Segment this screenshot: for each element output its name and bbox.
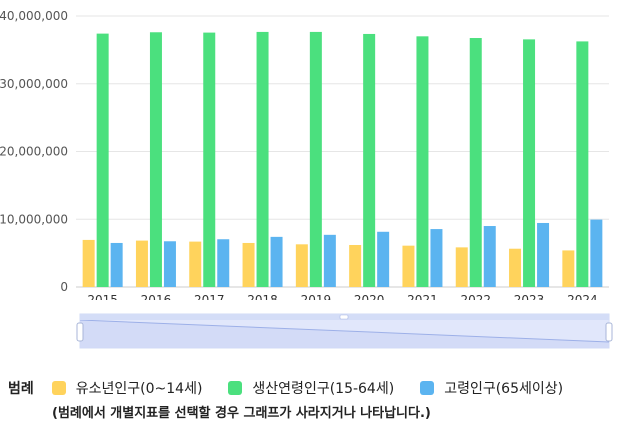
- y-tick-label: 10,000,000: [0, 212, 68, 226]
- legend-swatch-working-age: [228, 381, 243, 395]
- bar-working-age-2019[interactable]: [309, 31, 322, 287]
- bars: [82, 31, 603, 288]
- x-axis-tick-labels: 2015 2016 2017 2018 2019 2020 2021 2022 2023 2024: [87, 293, 597, 300]
- x-tick-label: 2022: [460, 293, 491, 300]
- bar-working-age-2024[interactable]: [576, 41, 589, 287]
- legend-swatch-youth: [51, 381, 66, 395]
- bar-youth-2018[interactable]: [242, 242, 255, 287]
- bar-elderly-2021[interactable]: [430, 229, 443, 287]
- x-tick-label: 2024: [567, 293, 598, 300]
- bar-youth-2024[interactable]: [562, 250, 575, 287]
- bar-elderly-2018[interactable]: [270, 236, 283, 287]
- bar-elderly-2015[interactable]: [110, 242, 123, 287]
- zoom-slider[interactable]: [0, 310, 629, 354]
- bar-working-age-2022[interactable]: [469, 38, 482, 287]
- legend-item-elderly[interactable]: 고령인구(65세이상): [420, 378, 563, 398]
- y-tick-label: 20,000,000: [0, 145, 68, 159]
- y-tick-label: 0: [60, 280, 68, 294]
- legend-swatch-elderly: [420, 381, 435, 395]
- legend: 범례 유소년인구(0~14세) 생산연령인구(15-64세) 고령인구(65세이…: [8, 376, 629, 400]
- bar-working-age-2017[interactable]: [203, 32, 216, 287]
- bar-youth-2017[interactable]: [189, 241, 202, 287]
- x-tick-label: 2015: [87, 293, 118, 300]
- x-tick-label: 2017: [194, 293, 225, 300]
- y-axis-tick-labels: 0 10,000,000 20,000,000 30,000,000 40,000,00…: [0, 9, 68, 294]
- bar-working-age-2020[interactable]: [363, 33, 376, 287]
- bar-working-age-2023[interactable]: [523, 39, 536, 287]
- x-tick-label: 2020: [354, 293, 385, 300]
- zoom-data-shadow-line: [79, 319, 610, 343]
- bar-working-age-2015[interactable]: [96, 33, 109, 287]
- bar-youth-2015[interactable]: [82, 239, 95, 287]
- legend-item-working-age[interactable]: 생산연령인구(15-64세): [228, 378, 394, 398]
- x-tick-label: 2018: [247, 293, 278, 300]
- bar-elderly-2017[interactable]: [217, 239, 230, 287]
- bar-working-age-2018[interactable]: [256, 31, 269, 287]
- x-tick-label: 2016: [141, 293, 172, 300]
- legend-label-youth: 유소년인구(0~14세): [75, 381, 203, 397]
- bar-elderly-2024[interactable]: [590, 219, 603, 287]
- bar-youth-2019[interactable]: [295, 244, 308, 287]
- zoom-move-handle-icon[interactable]: [339, 314, 349, 320]
- zoom-right-handle[interactable]: [605, 322, 613, 342]
- zoom-left-handle[interactable]: [76, 322, 84, 342]
- bar-working-age-2016[interactable]: [149, 32, 162, 288]
- bar-youth-2023[interactable]: [509, 248, 522, 287]
- y-tick-label: 30,000,000: [0, 77, 68, 91]
- bar-elderly-2019[interactable]: [323, 234, 336, 287]
- legend-label-working-age: 생산연령인구(15-64세): [252, 381, 395, 397]
- bar-working-age-2021[interactable]: [416, 36, 429, 288]
- x-tick-label: 2023: [514, 293, 545, 300]
- bar-elderly-2016[interactable]: [163, 241, 176, 287]
- y-tick-label: 40,000,000: [0, 9, 68, 23]
- legend-label-elderly: 고령인구(65세이상): [444, 381, 564, 397]
- bar-youth-2022[interactable]: [455, 247, 468, 287]
- bar-elderly-2022[interactable]: [483, 226, 496, 287]
- bar-elderly-2020[interactable]: [377, 231, 390, 287]
- legend-note: (범례에서 개별지표를 선택할 경우 그래프가 사라지거나 나타납니다.): [52, 406, 431, 421]
- legend-title: 범례: [8, 381, 34, 397]
- zoom-data-shadow: [80, 320, 609, 348]
- bar-youth-2016[interactable]: [135, 240, 148, 287]
- bar-youth-2021[interactable]: [402, 245, 415, 287]
- grid-lines: [76, 15, 609, 220]
- x-tick-label: 2021: [407, 293, 438, 300]
- bar-elderly-2023[interactable]: [537, 222, 550, 287]
- bar-youth-2020[interactable]: [349, 244, 362, 287]
- legend-item-youth[interactable]: 유소년인구(0~14세): [51, 378, 203, 398]
- x-tick-label: 2019: [301, 293, 332, 300]
- population-bar-chart: 0 10,000,000 20,000,000 30,000,000 40,000,00…: [0, 9, 609, 300]
